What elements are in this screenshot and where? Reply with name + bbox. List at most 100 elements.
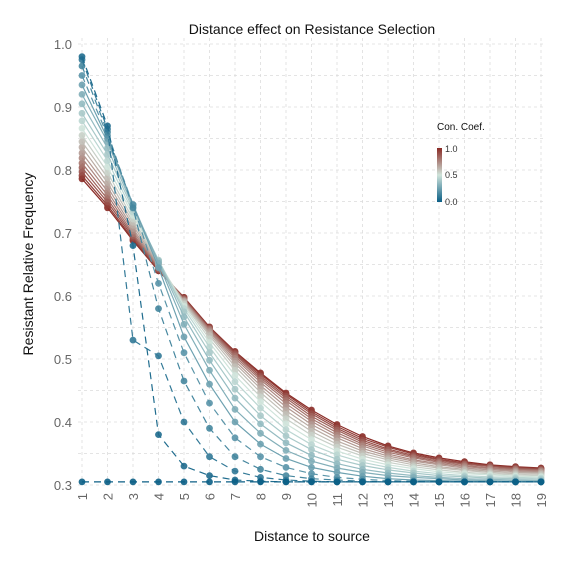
grid [78,38,545,487]
legend: Con. Coef. 1.0 0.5 0.0 [437,122,485,207]
x-tick-label: 15 [432,493,447,507]
x-tick-label: 5 [177,493,192,500]
y-axis-label: Resistant Relative Frequency [20,173,36,356]
data-point [410,478,417,486]
legend-tick-high: 1.0 [445,144,458,154]
data-point [129,478,137,486]
x-tick-label: 1 [75,493,90,500]
data-point [206,380,213,388]
x-tick-label: 2 [101,493,116,500]
data-point [155,431,162,438]
data-point [308,478,315,486]
series-layer [78,53,545,486]
x-tick-label: 3 [126,493,141,500]
data-point [308,464,315,471]
x-tick-label: 6 [203,493,218,500]
data-point [308,441,315,449]
y-tick-label: 0.7 [54,226,72,241]
data-point [461,478,468,486]
data-point [155,305,162,312]
data-point [231,366,239,374]
data-point [180,320,188,328]
data-point [257,440,264,448]
data-point [206,472,213,479]
data-point [206,356,213,364]
x-tick-label: 10 [305,493,320,507]
data-point [78,478,86,486]
x-tick-label: 9 [279,493,294,500]
data-point [282,455,290,462]
data-point [282,420,290,428]
x-tick-label: 13 [381,493,396,507]
data-point [257,393,264,401]
y-axis-ticks: 0.3 0.4 0.5 0.6 0.7 0.8 0.9 1.0 [54,37,72,493]
data-point [308,457,315,465]
x-tick-label: 4 [152,493,167,500]
data-point [231,406,239,413]
data-point [78,149,86,157]
data-point [257,398,264,406]
y-tick-label: 0.5 [54,352,72,367]
data-point [78,159,86,167]
legend-tick-low: 0.0 [445,197,458,207]
data-point [155,478,162,486]
data-point [155,264,162,271]
data-point [257,465,264,473]
data-point [206,453,213,461]
data-point [282,464,290,471]
x-tick-label: 17 [483,493,498,507]
chart-title: Distance effect on Resistance Selection [189,21,435,37]
data-point [231,478,239,486]
y-tick-label: 0.8 [54,163,72,178]
data-point [231,418,239,426]
data-point [282,415,290,423]
x-tick-label: 18 [509,493,524,507]
x-axis-label: Distance to source [254,528,370,544]
data-point [78,138,86,146]
data-point [104,122,111,130]
data-point [282,447,290,454]
x-tick-label: 16 [458,493,473,507]
data-point [180,377,188,385]
data-point [180,462,188,470]
data-point [78,72,86,79]
data-point [333,469,341,476]
data-point [78,154,86,162]
data-point [206,349,213,357]
data-point [435,478,443,486]
data-point [180,349,188,357]
x-tick-label: 14 [407,493,422,507]
data-point [231,453,239,461]
x-tick-label: 12 [356,493,371,507]
data-point [231,378,239,386]
y-tick-label: 0.3 [54,478,72,493]
data-point [308,436,315,443]
y-tick-label: 0.4 [54,415,72,430]
series [78,478,545,486]
data-point [308,446,315,454]
data-point [206,424,213,432]
data-point [78,143,86,151]
data-point [78,91,86,98]
data-point [78,53,86,60]
data-point [282,478,290,486]
data-point [257,478,264,486]
data-point [308,452,315,459]
data-point [78,117,86,125]
data-point [206,343,213,351]
data-point [206,399,213,407]
data-point [129,336,137,344]
data-point [486,478,494,486]
data-point [308,470,315,478]
data-point [78,124,86,132]
data-point [231,385,239,393]
data-point [257,453,264,461]
data-point [257,429,264,437]
x-tick-label: 8 [254,493,269,500]
data-point [78,100,86,108]
data-point [206,478,213,486]
data-point [231,394,239,402]
data-point [257,420,264,428]
data-point [257,404,264,412]
